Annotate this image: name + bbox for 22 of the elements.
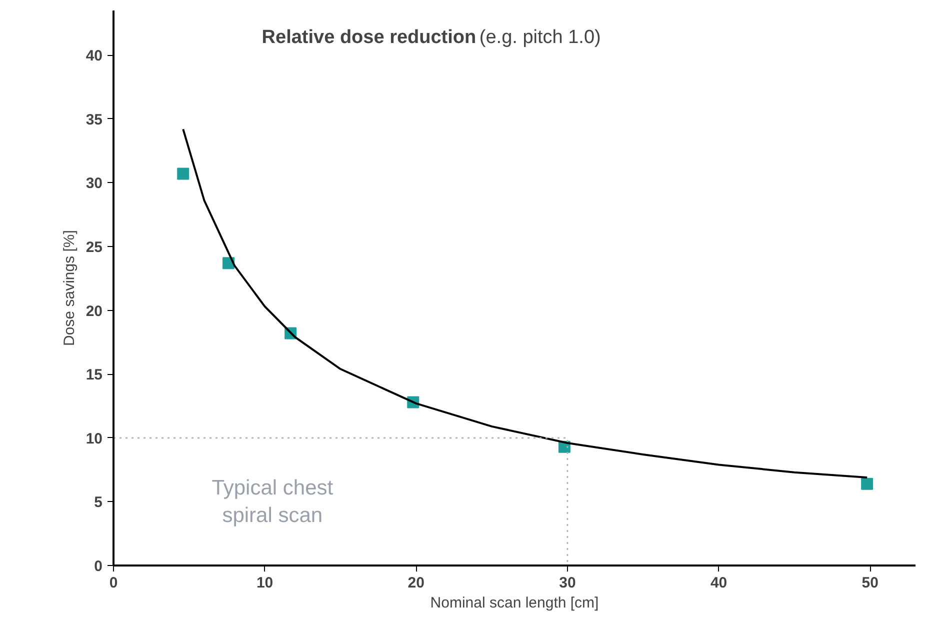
y-tick-label: 0	[94, 558, 102, 575]
y-tick-label: 10	[86, 430, 103, 448]
x-tick-label: 20	[408, 574, 424, 592]
annotation: Typical chest spiral scan	[212, 476, 334, 528]
point	[861, 478, 874, 490]
text: (e.g. pitch 1.0)	[479, 26, 601, 48]
x-tick-label: 10	[256, 574, 274, 592]
text: Relative dose reduction	[262, 26, 476, 48]
y-tick-label: 15	[86, 366, 103, 384]
y-tick-label: 35	[86, 111, 103, 128]
y-tick-label: 5	[94, 494, 102, 512]
point	[177, 168, 190, 180]
y-tick-label: 40	[86, 48, 103, 65]
y-tick-label: 30	[86, 175, 103, 192]
y-tick-label: 20	[86, 302, 103, 320]
x-tick-label: 0	[109, 574, 118, 592]
x-tick-label: 40	[710, 574, 728, 592]
y-tick-label: 25	[86, 239, 103, 256]
x-tick-label: 30	[559, 574, 576, 592]
x-tick-label: 50	[862, 574, 878, 592]
x-axis-title: Nominal scan length [cm]	[430, 594, 599, 612]
y-axis-title: Dose savings [%]	[60, 230, 78, 346]
